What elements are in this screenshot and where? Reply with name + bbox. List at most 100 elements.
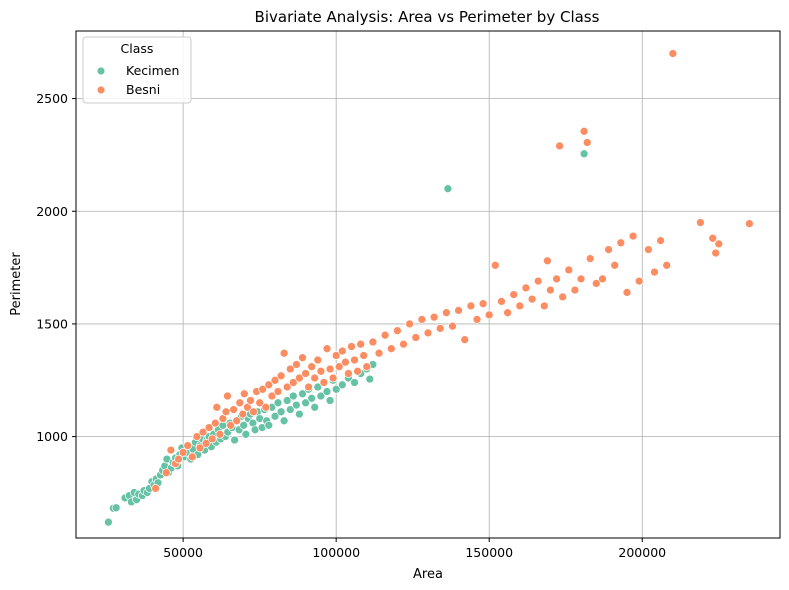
axis-ticks: 50000 100000 150000 200000 1000 1500 2000 2500 — [36, 91, 666, 560]
data-point-besni — [656, 236, 665, 245]
data-point-besni — [460, 335, 470, 345]
data-point-besni — [223, 391, 232, 401]
data-point-besni — [212, 402, 222, 412]
data-point-besni — [313, 355, 323, 365]
data-point-besni — [221, 407, 231, 417]
data-point-besni — [696, 218, 705, 227]
data-point-kecimen — [307, 393, 317, 403]
y-axis-label: Perimeter — [9, 252, 24, 316]
data-point-besni — [198, 427, 208, 437]
data-point-besni — [393, 326, 402, 336]
data-point-besni — [374, 348, 384, 358]
data-point-besni — [304, 382, 313, 392]
x-tick-label: 200000 — [618, 545, 666, 560]
data-point-besni — [151, 484, 160, 493]
data-point-besni — [555, 141, 564, 151]
y-tick-label: 2500 — [36, 91, 68, 106]
data-point-besni — [417, 315, 427, 324]
data-point-besni — [356, 339, 366, 349]
data-point-besni — [187, 452, 197, 462]
data-point-kecimen — [285, 405, 295, 414]
data-point-besni — [347, 342, 356, 351]
data-point-besni — [295, 373, 304, 383]
data-point-besni — [341, 357, 350, 367]
data-point-besni — [662, 260, 672, 270]
data-point-besni — [622, 288, 632, 297]
data-point-kecimen — [579, 149, 589, 159]
data-point-besni — [264, 380, 274, 390]
data-point-besni — [344, 369, 353, 378]
data-point-besni — [235, 398, 245, 408]
data-point-besni — [546, 285, 555, 295]
data-point-besni — [466, 301, 476, 311]
data-point-besni — [337, 346, 347, 356]
data-point-besni — [472, 315, 482, 324]
data-point-kecimen — [337, 380, 347, 390]
data-point-kecimen — [282, 396, 292, 405]
data-point-besni — [634, 276, 644, 286]
data-point-besni — [454, 306, 463, 315]
data-point-besni — [226, 420, 235, 430]
data-point-besni — [204, 423, 214, 432]
data-point-kecimen — [316, 391, 326, 401]
data-point-besni — [497, 297, 506, 306]
data-point-besni — [195, 443, 205, 453]
data-point-besni — [598, 274, 607, 284]
data-point-besni — [610, 260, 620, 270]
data-point-besni — [435, 324, 445, 333]
data-point-kecimen — [239, 420, 249, 430]
data-point-besni — [325, 364, 335, 374]
data-point-besni — [478, 299, 488, 309]
data-point-kecimen — [331, 384, 341, 394]
data-point-kecimen — [313, 382, 323, 392]
data-point-besni — [301, 369, 310, 378]
data-point-kecimen — [310, 402, 320, 412]
data-point-besni — [442, 308, 451, 318]
data-point-besni — [576, 274, 586, 284]
legend-box — [82, 36, 192, 104]
data-point-besni — [582, 138, 592, 147]
data-point-besni — [380, 330, 390, 340]
data-point-besni — [207, 434, 217, 444]
data-point-besni — [423, 328, 433, 338]
y-tick-label: 2000 — [36, 204, 68, 219]
data-points — [104, 49, 754, 527]
data-point-besni — [298, 353, 307, 363]
data-point-besni — [261, 402, 271, 412]
data-point-besni — [215, 429, 225, 439]
data-point-besni — [310, 373, 320, 383]
legend-label-kecimen: Kecimen — [126, 63, 179, 78]
data-point-besni — [328, 373, 338, 383]
data-point-besni — [386, 344, 396, 354]
data-point-besni — [490, 260, 500, 270]
data-point-besni — [276, 371, 286, 381]
x-tick-label: 150000 — [465, 545, 513, 560]
data-point-besni — [166, 445, 176, 455]
data-point-kecimen — [241, 429, 251, 439]
data-point-besni — [570, 285, 580, 295]
data-point-kecimen — [322, 387, 332, 396]
data-point-besni — [521, 283, 531, 293]
data-point-besni — [448, 321, 457, 331]
data-point-besni — [249, 407, 258, 417]
data-point-besni — [543, 256, 552, 266]
y-tick-label: 1500 — [36, 316, 68, 331]
data-point-besni — [229, 405, 238, 414]
data-point-besni — [316, 366, 326, 376]
data-point-besni — [238, 409, 248, 419]
data-point-besni — [616, 238, 626, 248]
data-point-besni — [527, 294, 537, 304]
data-point-besni — [258, 384, 268, 394]
data-point-besni — [267, 391, 277, 401]
data-point-besni — [711, 248, 721, 258]
legend-title: Class — [121, 41, 154, 56]
data-point-besni — [239, 389, 249, 399]
data-point-kecimen — [264, 420, 274, 430]
data-point-besni — [628, 231, 638, 241]
data-point-kecimen — [301, 398, 310, 408]
data-point-besni — [533, 276, 543, 286]
data-point-kecimen — [365, 374, 375, 384]
x-axis-label: Area — [413, 567, 443, 582]
data-point-besni — [192, 432, 202, 441]
